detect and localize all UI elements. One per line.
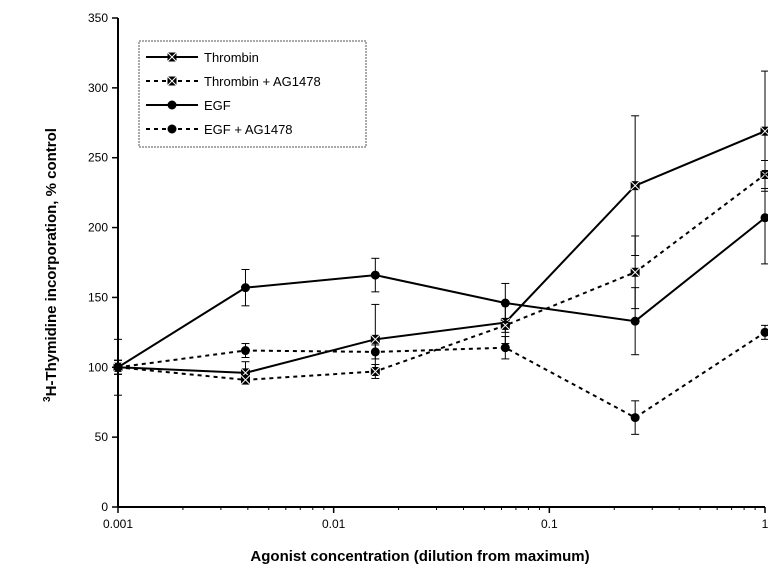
data-point: [370, 334, 381, 345]
y-tick-label: 200: [88, 221, 108, 235]
marker-cross: [370, 366, 381, 377]
data-point: [240, 283, 250, 293]
y-tick-label: 100: [88, 360, 108, 374]
y-tick-label: 150: [88, 290, 108, 304]
data-point: [113, 362, 123, 372]
data-point: [500, 298, 510, 308]
marker-cross: [240, 375, 251, 385]
marker-cross: [760, 127, 768, 137]
marker-cross: [167, 52, 177, 62]
legend-label: Thrombin: [204, 50, 259, 65]
legend-marker: [167, 124, 177, 134]
data-point: [500, 343, 510, 353]
legend-label: Thrombin + AG1478: [204, 74, 321, 89]
data-point: [630, 413, 640, 423]
legend-label: EGF: [204, 98, 231, 113]
legend-entry: Thrombin + AG1478: [146, 74, 321, 89]
marker-cross: [630, 267, 641, 278]
x-tick-label: 0.01: [322, 517, 346, 531]
data-point: [760, 327, 768, 337]
series-line: [117, 331, 766, 419]
series-line: [117, 217, 766, 369]
y-axis-title: 3H-Thymidine incorporation, % control: [42, 128, 60, 402]
series-line: [117, 173, 766, 381]
y-tick-label: 50: [95, 430, 109, 444]
legend-entry: EGF: [146, 98, 231, 113]
series-thrombin-ag1478: [113, 160, 768, 385]
y-tick-label: 0: [101, 500, 108, 514]
x-tick-label: 0.001: [103, 517, 133, 531]
y-tick-label: 250: [88, 151, 108, 165]
legend-marker: [167, 52, 177, 62]
legend-marker: [167, 100, 177, 110]
series-layer: [113, 70, 768, 435]
data-point: [760, 213, 768, 223]
data-point: [370, 347, 380, 357]
x-tick-label: 1: [762, 517, 768, 531]
axes: [112, 17, 766, 513]
series-line: [117, 130, 766, 374]
legend: Thrombin Thrombin + AG1478 EGF EGF + AG1478: [138, 40, 367, 148]
legend-label: EGF + AG1478: [204, 122, 293, 137]
legend-box: [138, 40, 367, 148]
x-axis-title: Agonist concentration (dilution from max…: [250, 548, 589, 565]
data-point: [370, 270, 380, 280]
data-point: [370, 366, 381, 377]
x-tick-label: 0.1: [541, 517, 558, 531]
data-point: [630, 180, 641, 191]
series-egf: [113, 171, 768, 375]
data-point: [630, 316, 640, 326]
legend-entry: Thrombin: [146, 50, 259, 65]
y-tick-label: 300: [88, 81, 108, 95]
marker-cross: [370, 334, 381, 345]
y-tick-labels: 0 50 100 150 200 250 300 350: [88, 11, 108, 514]
data-point: [240, 346, 250, 356]
marker-square: [760, 126, 768, 136]
data-point: [760, 126, 768, 137]
series-egf-ag1478: [113, 324, 768, 435]
x-tick-labels: 0.001 0.01 0.1 1: [103, 517, 768, 531]
marker-cross: [630, 180, 641, 191]
legend-entry: EGF + AG1478: [146, 122, 293, 137]
data-point: [240, 375, 251, 385]
marker-cross: [167, 76, 177, 86]
y-tick-label: 350: [88, 11, 108, 25]
marker-square: [760, 169, 768, 179]
legend-marker: [167, 76, 177, 86]
data-point: [630, 267, 641, 278]
